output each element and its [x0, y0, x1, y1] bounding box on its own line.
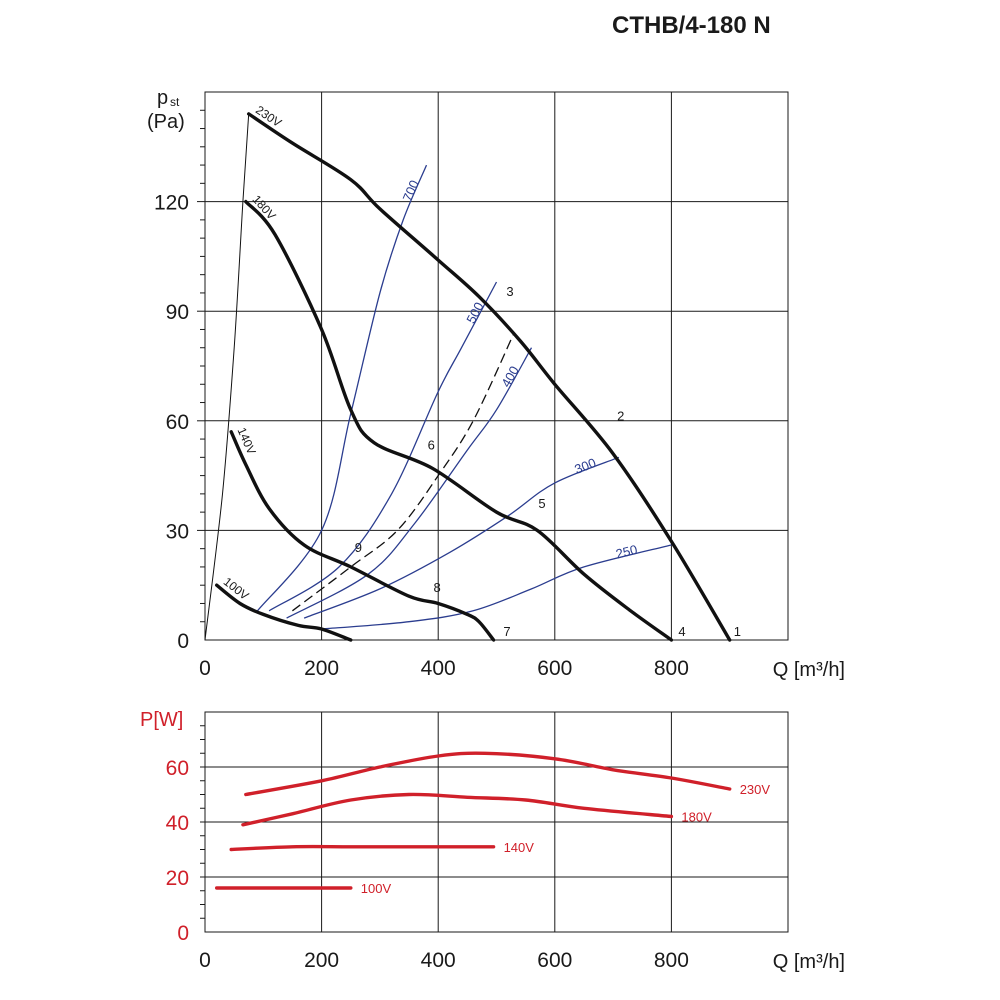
operating-point-label: 9	[355, 540, 362, 555]
chart-title: CTHB/4-180 N	[612, 12, 771, 39]
y-tick-label: 20	[166, 867, 189, 890]
y-axis-label: P[W]	[140, 709, 183, 731]
y-tick-label: 60	[166, 411, 189, 434]
operating-point-label: 1	[734, 624, 741, 639]
system-curve-700	[256, 164, 428, 612]
power-labels: 230V 180V 140V 100V	[361, 782, 771, 896]
x-tick-label: 400	[421, 657, 456, 680]
y-tick-label: 90	[166, 301, 189, 324]
x-tick-label: 600	[537, 657, 572, 680]
plot-frame	[204, 91, 789, 641]
x-axis-label: Q [m³/h]	[773, 659, 845, 681]
y-tick-label: 60	[166, 757, 189, 780]
operating-point-label: 6	[428, 438, 435, 453]
fan-curve-180V	[244, 199, 674, 642]
y-tick-label: 0	[177, 922, 189, 945]
operating-point-label: 8	[433, 580, 440, 595]
power-curve-label: 180V	[681, 810, 712, 825]
system-curve-400	[286, 347, 533, 619]
fan-curve-label: 100V	[221, 575, 252, 603]
system-curve-label: 250	[614, 542, 639, 562]
x-tick-label: 600	[537, 949, 572, 972]
system-curve-label: 400	[498, 363, 522, 389]
operating-point-label: 5	[538, 496, 545, 511]
system-curve-label: 300	[572, 455, 598, 477]
y-axis-label: p	[157, 87, 168, 109]
x-tick-label: 200	[304, 949, 339, 972]
y-tick-label: 0	[177, 630, 189, 653]
operating-point-label: 7	[503, 624, 510, 639]
y-tick-label: 30	[166, 520, 189, 543]
power-curves	[215, 751, 732, 890]
operating-point-label: 2	[617, 408, 624, 423]
system-curve-500	[268, 281, 498, 612]
limit-curve	[204, 113, 250, 641]
power-curve-label: 230V	[740, 782, 771, 797]
y-tick-label: 120	[154, 192, 189, 215]
operating-point-label: 4	[678, 624, 685, 639]
power-curve-230V	[244, 751, 732, 797]
power-curve-140V	[229, 844, 496, 852]
power-curve-label: 140V	[504, 840, 535, 855]
power-curve-label: 100V	[361, 881, 392, 896]
x-tick-label: 800	[654, 949, 689, 972]
system-curve-label: 500	[463, 300, 486, 326]
pressure-grid: 0 200 400 600 800 0 30 60 90 120 p st (Pa) Q [m³/h]	[147, 87, 845, 681]
fan-curve-100V	[215, 583, 353, 642]
dashed-system-curve	[292, 332, 515, 612]
pressure-curves	[204, 112, 732, 642]
x-tick-label: 0	[199, 657, 211, 680]
y-tick-label: 40	[166, 812, 189, 835]
operating-point-label: 3	[506, 284, 513, 299]
x-tick-label: 800	[654, 657, 689, 680]
x-tick-label: 200	[304, 657, 339, 680]
y-axis-label-sub: st	[170, 95, 180, 109]
y-axis-unit: (Pa)	[147, 111, 185, 133]
x-axis-label: Q [m³/h]	[773, 951, 845, 973]
system-curve-300	[303, 456, 620, 619]
fan-curve-230V	[247, 112, 732, 642]
fan-curve-140V	[229, 430, 496, 642]
system-curve-250	[321, 544, 672, 630]
x-tick-label: 0	[199, 949, 211, 972]
power-curve-180V	[241, 792, 674, 827]
x-tick-label: 400	[421, 949, 456, 972]
power-grid: 0 200 400 600 800 0 20 40 60 P[W] Q [m³/h]	[140, 709, 845, 973]
